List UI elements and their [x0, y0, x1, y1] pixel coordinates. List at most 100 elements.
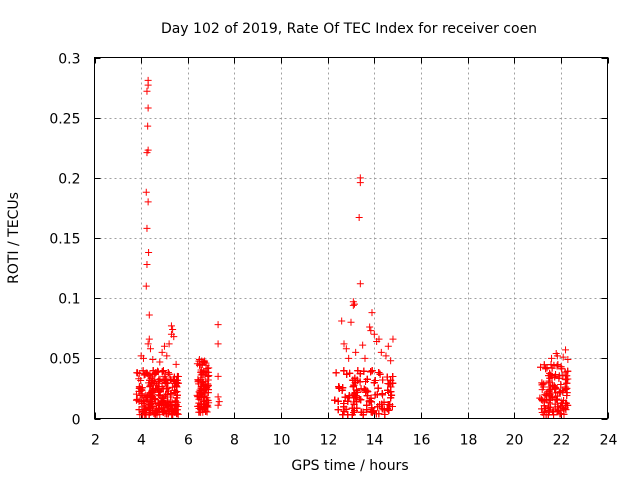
data-point — [360, 367, 368, 375]
data-point — [553, 362, 561, 370]
data-point — [370, 330, 378, 338]
data-point — [205, 372, 213, 380]
data-point — [352, 348, 360, 356]
data-point — [146, 381, 154, 389]
data-point — [198, 391, 206, 399]
data-points — [132, 76, 572, 419]
data-point — [155, 388, 163, 396]
data-point — [347, 318, 355, 326]
data-point — [143, 394, 151, 402]
grid-lines — [94, 57, 608, 419]
data-point — [387, 357, 395, 365]
data-point — [199, 380, 207, 388]
data-point — [544, 403, 552, 411]
data-point — [362, 378, 370, 386]
data-point — [342, 345, 350, 353]
data-point — [545, 406, 553, 414]
data-point — [385, 406, 393, 414]
data-point — [356, 179, 364, 187]
data-point — [143, 87, 151, 95]
data-point — [331, 396, 339, 404]
data-point — [549, 381, 557, 389]
data-point — [357, 385, 365, 393]
data-point — [554, 361, 562, 369]
data-point — [375, 368, 383, 376]
x-tick-label: 14 — [366, 433, 384, 449]
data-point — [350, 381, 358, 389]
data-point — [172, 401, 180, 409]
data-point — [151, 370, 159, 378]
data-point — [562, 385, 570, 393]
data-point — [146, 390, 154, 398]
data-point — [135, 370, 143, 378]
data-point — [145, 335, 153, 343]
plot-frame — [94, 57, 608, 419]
data-point — [353, 386, 361, 394]
data-point — [158, 368, 166, 376]
data-point — [139, 367, 147, 375]
data-point — [167, 376, 175, 384]
data-point — [153, 411, 161, 419]
data-point — [563, 379, 571, 387]
data-point — [350, 400, 358, 408]
data-point — [340, 407, 348, 415]
data-point — [214, 321, 222, 329]
data-point — [163, 352, 171, 360]
data-point — [132, 390, 140, 398]
data-point — [368, 367, 376, 375]
data-point — [133, 395, 141, 403]
data-point — [145, 248, 153, 256]
data-point — [545, 377, 553, 385]
data-point — [343, 370, 351, 378]
data-point — [383, 373, 391, 381]
data-point — [389, 372, 397, 380]
data-point — [346, 369, 354, 377]
data-point — [194, 393, 202, 401]
data-point — [376, 370, 384, 378]
data-point — [338, 317, 346, 325]
data-point — [357, 408, 365, 416]
x-tick-label: 6 — [184, 433, 193, 449]
data-point — [384, 342, 392, 350]
data-point — [374, 403, 382, 411]
data-point — [371, 391, 379, 399]
data-point — [377, 348, 385, 356]
data-point — [151, 385, 159, 393]
data-point — [143, 260, 151, 268]
data-point — [165, 340, 173, 348]
data-point — [141, 405, 149, 413]
data-point — [368, 408, 376, 416]
data-point — [389, 335, 397, 343]
data-point — [157, 397, 165, 405]
x-tick-label: 4 — [137, 433, 146, 449]
x-tick-label: 18 — [460, 433, 478, 449]
data-point — [384, 386, 392, 394]
data-point — [363, 406, 371, 414]
data-point — [332, 369, 340, 377]
data-point — [357, 396, 365, 404]
x-tick-label: 22 — [553, 433, 571, 449]
data-point — [562, 346, 570, 354]
axis-ticks: 2 4 6 8 10 12 14 16 18 20 22 2400.050.10.150.20.250… — [49, 52, 617, 449]
data-point — [214, 372, 222, 380]
data-point — [195, 356, 203, 364]
data-point — [144, 198, 152, 206]
data-point — [197, 386, 205, 394]
data-point — [368, 309, 376, 317]
x-tick-label: 10 — [273, 433, 291, 449]
data-point — [194, 402, 202, 410]
data-point — [379, 391, 387, 399]
data-point — [548, 354, 556, 362]
data-point — [171, 388, 179, 396]
data-point — [169, 325, 177, 333]
data-point — [167, 322, 175, 330]
data-point — [356, 280, 364, 288]
data-point — [166, 375, 174, 383]
data-point — [557, 380, 565, 388]
data-point — [356, 370, 364, 378]
data-point — [350, 392, 358, 400]
data-point — [204, 372, 212, 380]
data-point — [139, 354, 147, 362]
data-point — [375, 410, 383, 418]
